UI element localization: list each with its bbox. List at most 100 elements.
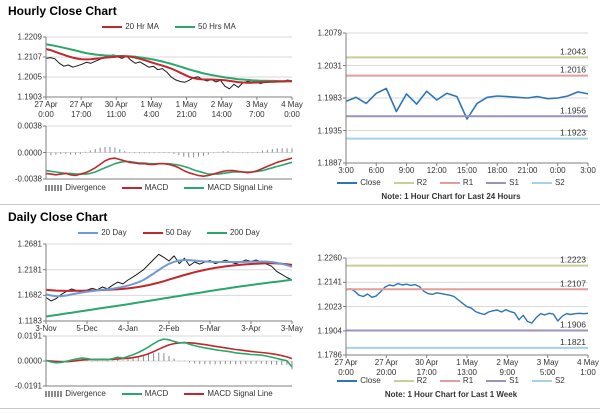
y-axis-labels: 1.2260 1.2141 1.2023 1.1904 1.1786 bbox=[306, 254, 346, 360]
legend-swatch bbox=[531, 181, 552, 184]
x-tick-label: 3-Nov bbox=[35, 324, 57, 333]
legend-item: Divergence bbox=[45, 183, 106, 192]
legend-item: MACD bbox=[121, 183, 168, 192]
x-tick-label: 12:00 bbox=[426, 166, 447, 175]
legend-label: R2 bbox=[416, 376, 427, 385]
legend-item: R1 bbox=[439, 376, 474, 385]
x-tick-label: 27 Apr 0:00 bbox=[34, 100, 58, 119]
hourly-macd-chart: 0.0038 0.0000 -0.0038 bbox=[15, 122, 293, 184]
legend-label: MACD Signal Line bbox=[207, 183, 273, 192]
legend-label: 20 Day bbox=[101, 228, 127, 237]
hourly-close-plot bbox=[43, 36, 293, 100]
legend-swatch bbox=[45, 390, 63, 397]
legend-label: Divergence bbox=[65, 183, 106, 192]
hourly-macd-legend: Divergence MACD MACD Signal Line bbox=[25, 183, 293, 192]
legend-swatch bbox=[337, 379, 358, 382]
legend-label: S2 bbox=[554, 178, 565, 187]
y-tick-label: -0.0191 bbox=[14, 381, 42, 391]
y-tick-label: 1.1682 bbox=[17, 290, 42, 300]
pivot-label-r1: 1.2016 bbox=[560, 65, 586, 75]
legend-swatch bbox=[206, 231, 227, 234]
series-macd-signal-line bbox=[45, 341, 293, 363]
legend-label: 50 Hrs MA bbox=[198, 22, 236, 31]
x-tick-label: 9:00 bbox=[398, 166, 415, 175]
y-tick-label: 1.1904 bbox=[317, 326, 342, 336]
y-tick-label: 0.0000 bbox=[17, 356, 42, 366]
legend-label: R1 bbox=[462, 376, 474, 385]
x-tick-label: 1 May 4:00 bbox=[140, 100, 163, 119]
x-tick-label: 6:00 bbox=[368, 166, 385, 175]
y-tick-label: 1.1887 bbox=[317, 158, 342, 168]
x-tick-label: 27 Apr 17:00 bbox=[69, 100, 93, 119]
y-axis-labels: 1.2079 1.2031 1.1983 1.1935 1.1887 bbox=[306, 29, 346, 168]
series-20-hr-ma bbox=[45, 48, 292, 84]
x-tick-label: 4 May 1:00 bbox=[577, 358, 599, 377]
x-tick-label: 3 May 7:00 bbox=[245, 100, 268, 119]
y-tick-label: 1.1903 bbox=[17, 92, 42, 102]
legend-swatch bbox=[486, 181, 507, 184]
pivot-label-r2: 1.2043 bbox=[560, 46, 586, 56]
legend-item: Close bbox=[337, 376, 381, 385]
y-axis-labels: 0.0191 0.0000 -0.0191 bbox=[6, 332, 46, 391]
legend-item: MACD Signal Line bbox=[184, 389, 273, 398]
legend-item: R1 bbox=[439, 178, 473, 187]
daily-close-plot bbox=[43, 243, 293, 324]
series-macd bbox=[45, 338, 293, 368]
x-tick-label: 1 May 13:00 bbox=[456, 358, 478, 377]
y-tick-label: 1.2005 bbox=[17, 72, 42, 82]
x-tick-label: 5-Mar bbox=[199, 324, 221, 333]
x-tick-label: 3:00 bbox=[338, 166, 354, 175]
y-tick-label: -0.0038 bbox=[14, 174, 42, 184]
y-axis-labels: 1.2681 1.2181 1.1682 1.1183 bbox=[6, 240, 46, 326]
legend-swatch bbox=[337, 181, 358, 184]
y-tick-label: 1.2079 bbox=[317, 28, 342, 38]
y-tick-label: 1.2209 bbox=[17, 32, 42, 42]
legend-swatch bbox=[121, 186, 142, 189]
y-tick-label: 1.2107 bbox=[17, 52, 42, 62]
y-axis-labels: 0.0038 0.0000 -0.0038 bbox=[6, 122, 46, 184]
legend-label: 50 Day bbox=[165, 228, 191, 237]
y-tick-label: 1.2031 bbox=[317, 61, 342, 70]
y-tick-label: 0.0000 bbox=[17, 148, 42, 157]
x-tick-label: 3:00 bbox=[580, 166, 596, 175]
legend-label: R2 bbox=[416, 178, 427, 187]
x-tick-label: 30 Apr 17:00 bbox=[415, 358, 439, 377]
y-tick-label: 0.0038 bbox=[17, 121, 42, 131]
x-tick-label: 27 Apr 0:00 bbox=[334, 358, 358, 377]
pivot-24h-note: Note: 1 Hour Chart for Last 24 Hours bbox=[381, 192, 521, 201]
legend-label: S1 bbox=[509, 376, 519, 385]
legend-label: Divergence bbox=[65, 389, 106, 398]
pivot-1week-legend: Close R2 R1 S1 S2 bbox=[305, 376, 597, 385]
pivot-1week-plot: 1.2223 1.2107 1.1906 1.1821 bbox=[343, 255, 589, 358]
hourly-chart-title: Hourly Close Chart bbox=[8, 4, 117, 18]
daily-macd-legend: Divergence MACD MACD Signal Line bbox=[25, 389, 293, 398]
daily-macd-plot bbox=[43, 335, 293, 387]
y-tick-label: 0.0191 bbox=[17, 331, 42, 341]
legend-swatch bbox=[439, 379, 460, 382]
legend-item: Close bbox=[337, 178, 381, 187]
series-macd bbox=[45, 157, 293, 178]
y-tick-label: 1.1183 bbox=[18, 316, 42, 326]
legend-item: 20 Hr MA bbox=[102, 22, 159, 31]
legend-item: R2 bbox=[393, 178, 427, 187]
legend-item: R2 bbox=[393, 376, 427, 385]
legend-label: S1 bbox=[509, 178, 519, 187]
x-tick-label: 27 Apr 20:00 bbox=[374, 358, 398, 377]
legend-swatch bbox=[439, 181, 460, 184]
legend-label: 200 Day bbox=[229, 228, 260, 237]
y-tick-label: 1.1983 bbox=[317, 93, 342, 103]
series-200-day bbox=[45, 278, 293, 318]
y-tick-label: 1.2023 bbox=[317, 302, 342, 311]
series-macd-signal-line bbox=[45, 160, 293, 175]
legend-swatch bbox=[393, 379, 414, 382]
series-50-hrs-ma bbox=[45, 43, 292, 83]
legend-item: S2 bbox=[531, 178, 565, 187]
hourly-ma-legend: 20 Hr MA 50 Hrs MA bbox=[45, 22, 293, 31]
daily-ma-legend: 20 Day 50 Day 200 Day bbox=[45, 228, 293, 237]
x-tick-label: 4 May 0:00 bbox=[281, 100, 303, 119]
x-tick-label: 30 Apr 11:00 bbox=[104, 100, 128, 119]
y-tick-label: 1.1935 bbox=[317, 126, 342, 135]
legend-label: S2 bbox=[554, 376, 565, 385]
legend-label: Close bbox=[360, 178, 381, 187]
daily-close-chart: 1.2681 1.2181 1.1682 1.1183 3-Nov 5-Dec 4-Jan 2… bbox=[18, 240, 304, 334]
